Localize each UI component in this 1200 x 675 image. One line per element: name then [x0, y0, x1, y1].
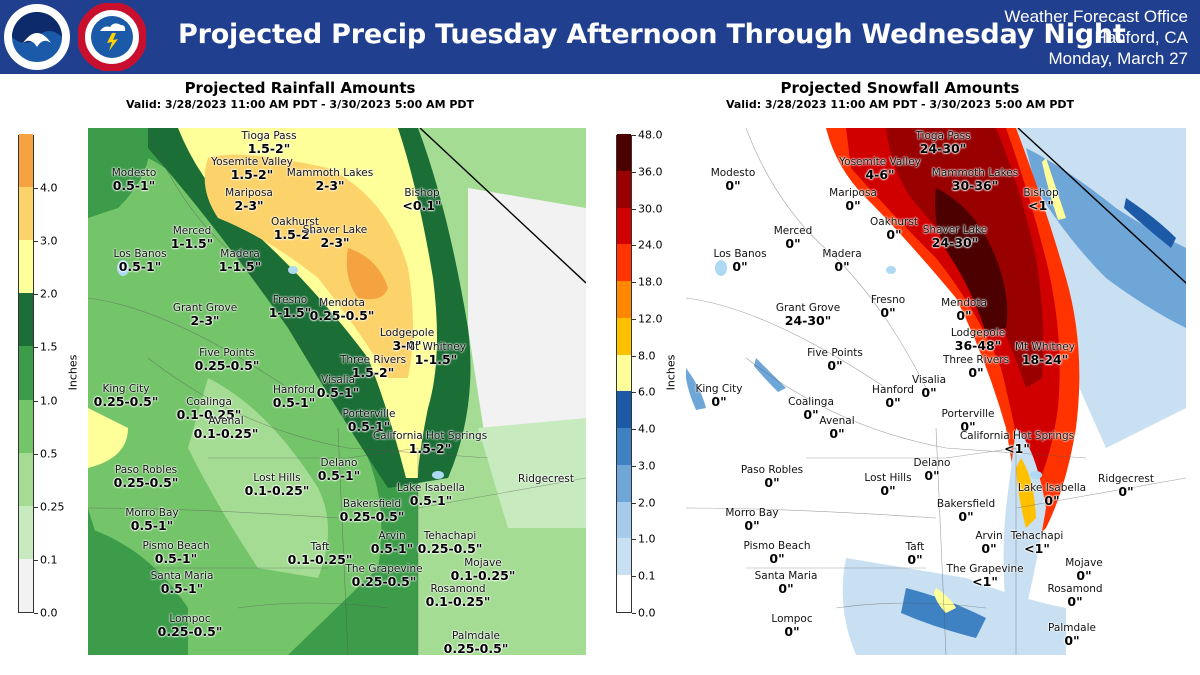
snow-colorbar-segment — [617, 281, 631, 318]
rain-colorbar-segment — [19, 187, 33, 241]
page-title: Projected Precip Tuesday Afternoon Throu… — [178, 19, 1126, 50]
rain-colorbar-tickmark — [34, 506, 38, 508]
snow-colorbar-tick-label: 48.0 — [638, 128, 663, 142]
snow-colorbar-tick-label: 1.0 — [638, 532, 656, 546]
snow-colorbar-segment — [617, 464, 631, 502]
snow-colorbar-segment — [617, 501, 631, 539]
snow-colorbar-segment — [617, 134, 631, 171]
rain-colorbar-segment — [19, 399, 33, 453]
snow-colorbar-tickmark — [632, 135, 636, 136]
rain-colorbar-tick-label: 4.0 — [40, 181, 58, 195]
snow-colorbar-segment — [617, 244, 631, 282]
rain-map — [88, 128, 586, 655]
office-name: Weather Forecast Office — [1004, 7, 1188, 26]
rain-map-shading — [88, 128, 586, 655]
snow-colorbar-tick-label: 24.0 — [638, 238, 663, 252]
snow-colorbar-tickmark — [632, 282, 636, 284]
rain-colorbar-tick-label: 2.0 — [40, 287, 58, 301]
snow-colorbar-tickmark — [632, 613, 636, 614]
rain-colorbar-tickmark — [34, 188, 38, 190]
snow-colorbar-segment — [617, 391, 631, 429]
office-location: Hanford, CA — [1094, 28, 1188, 47]
issue-date: Monday, March 27 — [1048, 49, 1188, 68]
rain-panel-title: Projected Rainfall Amounts — [184, 79, 416, 97]
snow-colorbar-tickmark — [632, 576, 636, 578]
rain-colorbar-segment — [19, 558, 33, 612]
snow-colorbar-tick-label: 4.0 — [638, 422, 656, 436]
snow-colorbar-segment — [617, 317, 631, 355]
snow-colorbar-tick-label: 12.0 — [638, 312, 663, 326]
snow-colorbar-segment — [617, 207, 631, 245]
rain-colorbar-tick-label: 0.25 — [40, 500, 65, 514]
snow-colorbar-tickmark — [632, 392, 636, 394]
rain-colorbar-tick-label: 0.1 — [40, 553, 58, 567]
snow-colorbar-tick-label: 2.0 — [638, 496, 656, 510]
rain-colorbar-label: Inches — [66, 354, 80, 391]
snow-colorbar-segment — [617, 428, 631, 465]
snow-colorbar-tickmark — [632, 171, 636, 173]
snow-colorbar-segment — [617, 354, 631, 392]
snow-colorbar-tick-label: 0.0 — [638, 606, 656, 620]
rain-colorbar-tickmark — [34, 453, 38, 455]
snow-colorbar-segment — [617, 170, 631, 208]
rain-colorbar-tick-label: 0.0 — [40, 606, 58, 620]
snow-colorbar-tick-label: 36.0 — [638, 165, 663, 179]
snow-colorbar-tick-label: 0.1 — [638, 569, 656, 583]
snow-colorbar-tickmark — [632, 318, 636, 320]
rain-colorbar-tick-label: 3.0 — [40, 234, 58, 248]
snow-colorbar — [616, 134, 632, 613]
rain-colorbar-tickmark — [34, 241, 38, 243]
snow-map-shading — [686, 128, 1186, 655]
snow-colorbar-tickmark — [632, 245, 636, 247]
snow-colorbar-tickmark — [632, 502, 636, 504]
snow-colorbar-tick-label: 3.0 — [638, 459, 656, 473]
snow-colorbar-segment — [617, 538, 631, 576]
snow-colorbar-tickmark — [632, 208, 636, 210]
noaa-logo-icon: noaa-logo — [4, 4, 70, 70]
rain-colorbar-segment — [19, 452, 33, 506]
rain-colorbar-tickmark — [34, 559, 38, 561]
office-info: Weather Forecast Office Hanford, CA Mond… — [1004, 6, 1188, 69]
header-banner: noaa-logo Projected Precip Tuesday After… — [0, 0, 1200, 74]
rain-colorbar-tick-label: 1.5 — [40, 340, 58, 354]
rain-colorbar — [18, 134, 34, 613]
rain-colorbar-tickmark — [34, 400, 38, 402]
rain-colorbar-segment — [19, 505, 33, 559]
rain-valid-time: Valid: 3/28/2023 11:00 AM PDT - 3/30/202… — [125, 98, 475, 111]
nws-logo-icon — [78, 3, 146, 71]
snow-colorbar-tickmark — [632, 355, 636, 357]
snow-colorbar-tick-label: 8.0 — [638, 349, 656, 363]
rain-colorbar-tickmark — [34, 294, 38, 296]
snow-colorbar-tick-label: 18.0 — [638, 275, 663, 289]
rain-colorbar-segment — [19, 346, 33, 400]
snow-panel-title: Projected Snowfall Amounts — [780, 79, 1020, 97]
rain-colorbar-tick-label: 1.0 — [40, 394, 58, 408]
rain-colorbar-tickmark — [34, 613, 38, 614]
rain-colorbar-tickmark — [34, 347, 38, 349]
snow-colorbar-tick-label: 6.0 — [638, 385, 656, 399]
rain-colorbar-segment — [19, 240, 33, 294]
snow-colorbar-label: Inches — [664, 354, 678, 391]
snow-colorbar-segment — [617, 575, 631, 612]
snow-map — [686, 128, 1186, 655]
snow-colorbar-tickmark — [632, 465, 636, 467]
snow-colorbar-tickmark — [632, 429, 636, 431]
rain-colorbar-segment — [19, 134, 33, 188]
snow-colorbar-tick-label: 30.0 — [638, 202, 663, 216]
rain-colorbar-segment — [19, 293, 33, 347]
rain-colorbar-tick-label: 0.5 — [40, 447, 58, 461]
snow-valid-time: Valid: 3/28/2023 11:00 AM PDT - 3/30/202… — [725, 98, 1075, 111]
snow-colorbar-tickmark — [632, 539, 636, 541]
